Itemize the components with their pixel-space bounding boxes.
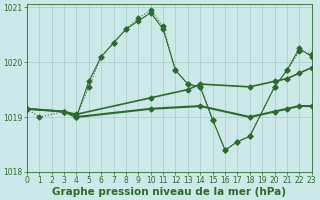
X-axis label: Graphe pression niveau de la mer (hPa): Graphe pression niveau de la mer (hPa) <box>52 187 286 197</box>
